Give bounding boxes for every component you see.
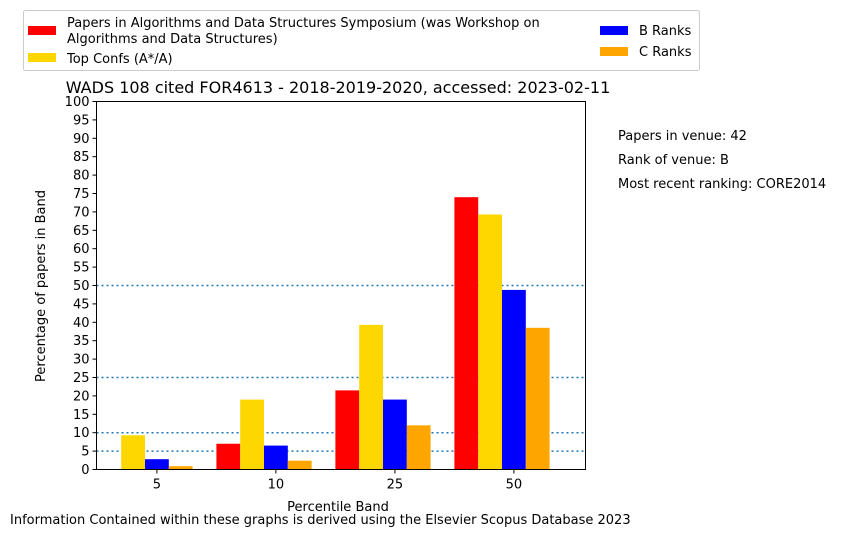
bar-series-4-5: [168, 466, 193, 470]
y-tick-label: 90: [73, 132, 90, 147]
y-tick-label: 0: [81, 463, 89, 478]
legend-swatch-series-4: [600, 47, 628, 56]
legend-frame: [23, 10, 700, 71]
y-tick-label: 95: [73, 113, 90, 128]
bar-series-1-50: [454, 197, 479, 470]
legend-label-series-1-line-1: Papers in Algorithms and Data Structures…: [67, 16, 540, 31]
bar-series-3-50: [502, 289, 526, 470]
bar-series-3-10: [264, 445, 288, 470]
y-tick-label: 5: [81, 445, 89, 460]
bar-series-3-5: [145, 459, 169, 470]
legend-label-series-4: C Ranks: [639, 45, 692, 60]
legend-label-series-1-line-2: Algorithms and Data Structures): [67, 32, 278, 47]
legend-swatch-series-3: [600, 26, 628, 35]
bar-series-1-25: [335, 390, 360, 470]
y-tick-label: 75: [73, 187, 90, 202]
bars: [121, 197, 550, 470]
y-tick-label: 40: [73, 316, 90, 331]
y-tick-label: 65: [73, 224, 90, 239]
bar-series-1-10: [216, 443, 241, 470]
legend-label-series-3: B Ranks: [639, 24, 692, 39]
bar-series-2-5: [121, 435, 145, 470]
y-tick-label: 35: [73, 334, 90, 349]
y-axis-label: Percentage of papers in Band: [34, 190, 49, 382]
y-tick-label: 55: [73, 261, 90, 276]
bar-series-4-10: [287, 460, 312, 470]
x-axis-label: Percentile Band: [287, 500, 389, 515]
legend-swatch-series-1: [28, 26, 56, 35]
y-tick-label: 25: [73, 371, 90, 386]
y-tick-label: 60: [73, 242, 90, 257]
x-tick-label: 5: [153, 478, 161, 493]
reference-lines: [96, 284, 586, 452]
y-tick-label: 15: [73, 408, 90, 423]
bar-series-3-25: [383, 399, 407, 470]
y-tick-label: 50: [73, 279, 90, 294]
y-tick-label: 20: [73, 389, 90, 404]
footer-source-note: Information Contained within these graph…: [10, 513, 631, 528]
bar-series-4-25: [406, 425, 431, 470]
bar-series-2-10: [240, 399, 264, 470]
legend-label-series-2: Top Confs (A*/A): [66, 52, 173, 67]
y-tick-label: 45: [73, 297, 90, 312]
y-tick-label: 100: [65, 95, 90, 110]
y-tick-label: 85: [73, 150, 90, 165]
bar-series-2-25: [359, 324, 383, 470]
legend: Papers in Algorithms and Data Structures…: [23, 10, 700, 71]
x-axis-ticks: 5 10 25 50: [153, 469, 523, 493]
y-tick-label: 30: [73, 353, 90, 368]
y-tick-label: 80: [73, 169, 90, 184]
bar-series-2-50: [478, 214, 502, 470]
x-tick-label: 10: [268, 478, 285, 493]
info-most-recent-ranking: Most recent ranking: CORE2014: [618, 177, 826, 192]
bar-series-4-50: [525, 327, 550, 470]
info-papers-in-venue: Papers in venue: 42: [618, 129, 747, 144]
legend-swatch-series-2: [28, 53, 56, 62]
chart-title: WADS 108 cited FOR4613 - 2018-2019-2020,…: [66, 78, 611, 97]
y-axis-ticks: 0 5 10 15 20 25 30 35 40 45 50 55 60 65 70 75 80 85 90 95 10…: [65, 95, 97, 478]
y-tick-label: 70: [73, 205, 90, 220]
x-tick-label: 25: [387, 478, 404, 493]
x-tick-label: 50: [506, 478, 523, 493]
y-tick-label: 10: [73, 426, 90, 441]
info-rank-of-venue: Rank of venue: B: [618, 153, 729, 168]
